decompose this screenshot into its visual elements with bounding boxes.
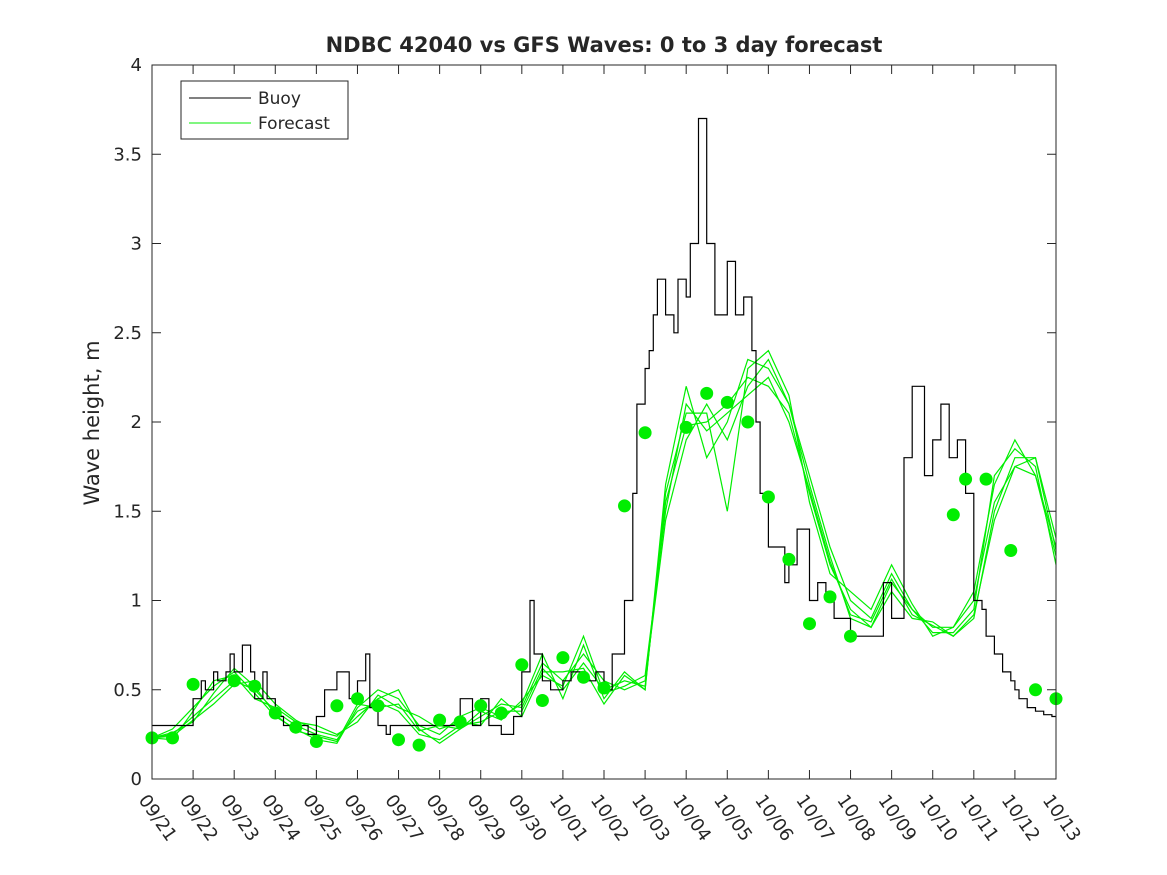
forecast-marker bbox=[979, 472, 993, 486]
forecast-marker bbox=[433, 713, 447, 727]
forecast-marker bbox=[453, 715, 467, 729]
forecast-line-4 bbox=[151, 349, 1057, 741]
forecast-marker bbox=[720, 395, 734, 409]
forecast-marker bbox=[330, 699, 344, 713]
forecast-marker bbox=[268, 706, 282, 720]
y-tick-label: 1.5 bbox=[113, 501, 142, 522]
forecast-marker bbox=[371, 699, 385, 713]
legend-box bbox=[180, 80, 349, 140]
forecast-marker bbox=[166, 731, 179, 745]
forecast-marker bbox=[1004, 544, 1018, 557]
forecast-marker bbox=[741, 415, 755, 429]
y-tick-label: 0 bbox=[131, 769, 142, 790]
legend: Buoy Forecast bbox=[180, 80, 349, 140]
forecast-marker bbox=[823, 590, 837, 604]
y-tick-label: 2.5 bbox=[113, 323, 142, 344]
chart-title: NDBC 42040 vs GFS Waves: 0 to 3 day fore… bbox=[326, 33, 883, 57]
forecast-marker bbox=[412, 738, 426, 752]
forecast-marker bbox=[946, 508, 960, 522]
forecast-marker bbox=[474, 699, 488, 713]
forecast-marker bbox=[761, 490, 775, 504]
forecast-marker bbox=[392, 733, 405, 747]
forecast-marker bbox=[515, 658, 529, 672]
forecast-marker bbox=[959, 472, 973, 486]
forecast-marker bbox=[803, 617, 816, 631]
y-axis-label: Wave height, m bbox=[80, 340, 104, 505]
forecast-marker bbox=[556, 651, 570, 665]
forecast-marker bbox=[248, 679, 262, 693]
y-tick-label: 3.5 bbox=[113, 144, 142, 165]
forecast-marker bbox=[289, 720, 303, 734]
forecast-marker bbox=[844, 629, 857, 643]
y-tick-label: 1 bbox=[131, 591, 142, 612]
y-tick-label: 4 bbox=[131, 55, 142, 76]
forecast-marker bbox=[1029, 683, 1042, 697]
legend-buoy-label: Buoy bbox=[258, 89, 301, 109]
forecast-marker bbox=[494, 706, 508, 720]
forecast-marker bbox=[351, 692, 364, 706]
forecast-marker bbox=[577, 670, 590, 684]
forecast-marker bbox=[597, 681, 611, 695]
forecast-marker bbox=[227, 674, 241, 688]
forecast-marker bbox=[535, 694, 549, 707]
forecast-marker bbox=[679, 420, 693, 434]
y-tick-label: 3 bbox=[131, 234, 142, 255]
y-tick-label: 0.5 bbox=[113, 680, 142, 701]
y-tick-label: 2 bbox=[131, 412, 142, 433]
forecast-marker bbox=[638, 426, 652, 440]
forecast-marker bbox=[186, 677, 200, 691]
forecast-marker bbox=[782, 552, 796, 566]
forecast-marker bbox=[618, 499, 631, 513]
forecast-marker bbox=[309, 735, 323, 748]
forecast-marker bbox=[700, 386, 714, 400]
legend-forecast-label: Forecast bbox=[258, 114, 330, 134]
